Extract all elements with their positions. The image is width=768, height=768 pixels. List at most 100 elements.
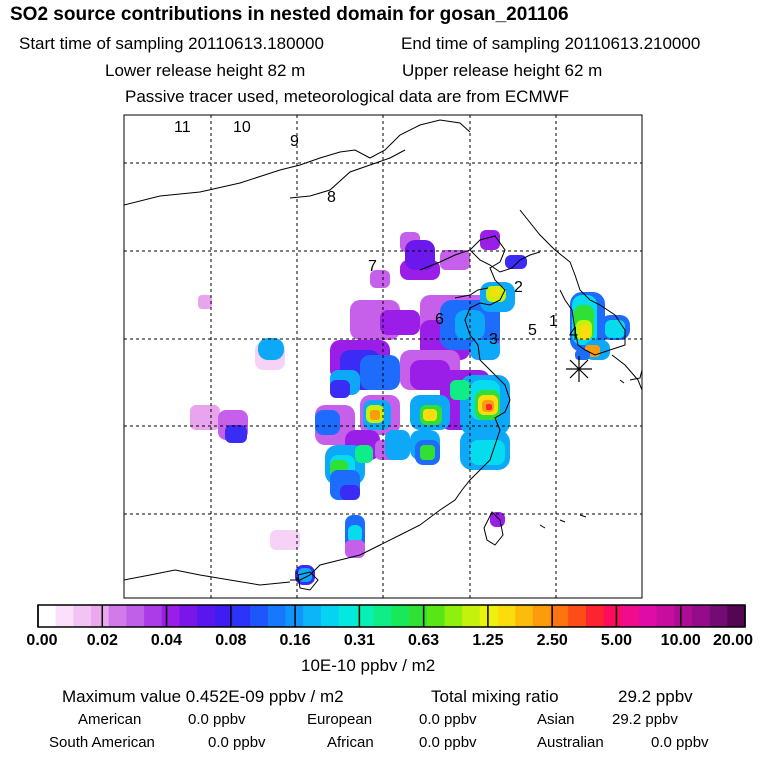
colorbar-swatch	[674, 605, 693, 627]
region-label-european: European	[307, 711, 373, 728]
colorbar-swatch	[267, 605, 286, 627]
total-label: Total mixing ratio	[431, 687, 559, 706]
colorbar-swatch	[621, 605, 640, 627]
total-value: 29.2 ppbv	[618, 687, 693, 706]
concentration-cell	[580, 325, 590, 340]
coast-japan	[611, 354, 642, 391]
concentration-cell	[360, 355, 400, 390]
colorbar-swatch	[55, 605, 74, 627]
concentration-cell	[420, 445, 435, 460]
colorbar-swatch	[303, 605, 322, 627]
concentration-cell	[490, 512, 505, 527]
region-label-asian: Asian	[537, 711, 575, 728]
coast-islands	[539, 379, 625, 529]
concentration-cell	[505, 255, 527, 269]
colorbar-tick-label: 2.50	[537, 632, 568, 649]
upper-height: Upper release height 62 m	[402, 61, 603, 80]
traj-label-3: 3	[489, 331, 498, 348]
concentration-cell	[258, 338, 284, 360]
map-frame	[123, 114, 643, 599]
lower-height: Lower release height 82 m	[105, 61, 306, 80]
concentration-cell	[330, 380, 350, 398]
coast-bohai	[454, 287, 489, 299]
concentration-cell	[340, 485, 360, 500]
concentration-cell	[405, 240, 435, 270]
colorbar-tick-label: 0.16	[280, 632, 311, 649]
coast-china-east	[290, 235, 511, 581]
colorbar-swatch	[585, 605, 605, 627]
colorbar-swatch	[73, 605, 92, 627]
colorbar-tick-label: 0.63	[408, 632, 439, 649]
region-value-american: 0.0 ppbv	[188, 711, 246, 728]
colorbar-swatch	[356, 605, 375, 627]
concentration-cell	[225, 425, 247, 443]
concentration-cell	[348, 525, 362, 543]
colorbar-swatch	[709, 605, 728, 627]
colorbar-swatch	[426, 605, 446, 627]
coast-hainan	[297, 571, 319, 591]
region-label-south-american: South American	[49, 734, 155, 751]
colorbar-swatch	[197, 605, 216, 627]
colorbar-tick-label: 20.00	[713, 632, 753, 649]
coast-korea	[519, 209, 626, 356]
colorbar-unit: 10E-10 ppbv / m2	[301, 656, 436, 675]
region-label-american: American	[78, 711, 142, 728]
colorbar-swatch	[444, 605, 463, 627]
colorbar-tick-label: 5.00	[601, 632, 632, 649]
colorbar-swatch	[568, 605, 587, 627]
region-value-african: 0.0 ppbv	[419, 734, 477, 751]
colorbar-swatch	[497, 605, 516, 627]
concentration-cell	[315, 410, 340, 435]
subtitle-note: Passive tracer used, meteorological data…	[125, 87, 570, 106]
concentration-cell	[190, 405, 220, 430]
traj-label-4: 4	[569, 325, 578, 342]
colorbar-swatch	[144, 605, 163, 627]
colorbar-tick-label: 0.00	[26, 632, 57, 649]
concentration-cell	[470, 440, 505, 465]
concentration-cell	[480, 230, 500, 250]
receptor-star-icon	[566, 356, 592, 382]
coastlines	[124, 119, 642, 591]
colorbar-swatch	[232, 605, 251, 627]
colorbar-swatch	[462, 605, 481, 627]
grid-lines	[124, 115, 642, 598]
concentration-cell	[380, 310, 420, 335]
traj-label-7: 7	[368, 258, 377, 275]
colorbar-swatch	[727, 605, 746, 627]
concentration-cell	[298, 568, 312, 582]
trajectory-labels: 1 2 3 4 5 6 7 8 9 10 11	[174, 119, 578, 348]
concentration-cell	[450, 380, 470, 400]
traj-label-10: 10	[233, 119, 251, 136]
traj-label-8: 8	[327, 189, 336, 206]
concentration-cell	[490, 289, 500, 297]
colorbar-swatch	[391, 605, 410, 627]
colorbar-swatch	[338, 605, 357, 627]
concentration-cell	[355, 445, 373, 463]
traj-label-2: 2	[514, 279, 523, 296]
coast-liaodong	[469, 249, 541, 273]
colorbar-swatch	[515, 605, 534, 627]
concentration-cell	[423, 409, 437, 421]
concentration-cell	[198, 295, 212, 309]
colorbar	[37, 604, 746, 628]
colorbar-swatch	[320, 605, 339, 627]
colorbar-tick-label: 0.02	[87, 632, 118, 649]
max-value: Maximum value 0.452E-09 ppbv / m2	[62, 687, 344, 706]
region-label-australian: Australian	[537, 734, 604, 751]
concentration-cell	[370, 410, 380, 420]
colorbar-swatch	[691, 605, 711, 627]
colorbar-tick-label: 0.08	[215, 632, 246, 649]
colorbar-tick-label: 10.00	[661, 632, 701, 649]
colorbar-swatch	[656, 605, 675, 627]
colorbar-swatch	[38, 605, 57, 627]
coast-vietnam	[124, 569, 291, 586]
colorbar-swatch	[479, 605, 499, 627]
colorbar-swatch	[91, 605, 110, 627]
colorbar-swatch	[108, 605, 127, 627]
coast-north	[124, 119, 471, 206]
traj-label-9: 9	[290, 133, 299, 150]
traj-label-6: 6	[435, 311, 444, 328]
region-value-south-american: 0.0 ppbv	[208, 734, 266, 751]
start-time: Start time of sampling 20110613.180000	[19, 34, 324, 53]
concentration-cell	[370, 270, 390, 288]
